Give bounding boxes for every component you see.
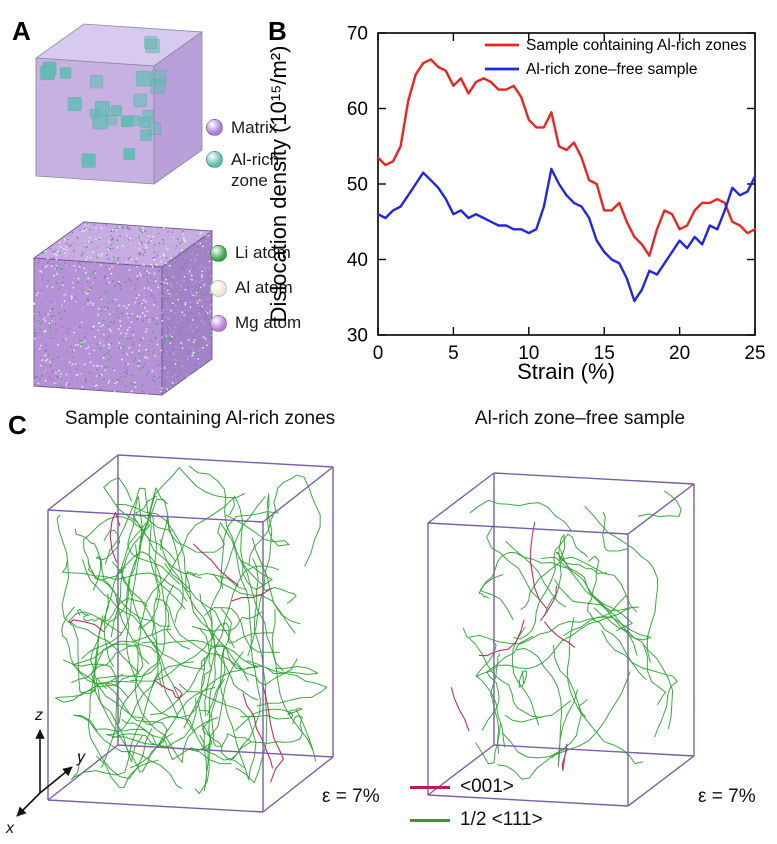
matrix-sphere-icon bbox=[206, 119, 223, 136]
svg-text:30: 30 bbox=[347, 326, 368, 347]
legend-item-mg-atom: Mg atom bbox=[210, 313, 301, 333]
legend-item-al-atom: Al atom bbox=[210, 278, 301, 298]
svg-text:20: 20 bbox=[669, 343, 690, 364]
svg-text:0: 0 bbox=[373, 343, 384, 364]
x-axis-label: x bbox=[5, 820, 15, 837]
panel-b-label: B bbox=[268, 16, 287, 46]
matrix-sample-cube-graphic bbox=[34, 23, 204, 185]
legend-item-matrix: Matrix bbox=[206, 118, 293, 138]
dislocation-density-chart: Strain (%) Dislocation density (10¹⁵/m²)… bbox=[266, 24, 766, 385]
svg-text:25: 25 bbox=[744, 343, 765, 364]
atom-legend: Li atom Al atom Mg atom bbox=[210, 243, 301, 348]
panel-c-label: C bbox=[8, 410, 27, 440]
svg-text:50: 50 bbox=[347, 175, 368, 196]
left-strain-label: ε = 7% bbox=[322, 786, 380, 807]
al-atom-sphere-icon bbox=[210, 280, 227, 297]
x-axis-arrow bbox=[16, 792, 41, 817]
dislocation-type-legend: <001> 1/2 <111> bbox=[410, 776, 543, 842]
al-atom-label: Al atom bbox=[235, 278, 293, 297]
svg-text:40: 40 bbox=[347, 250, 368, 271]
axis-triad: z y x bbox=[5, 707, 86, 837]
half-111-line-icon bbox=[410, 818, 450, 822]
y-axis-label: y bbox=[76, 749, 86, 766]
mg-atom-sphere-icon bbox=[210, 315, 227, 332]
mg-atom-label: Mg atom bbox=[235, 313, 302, 332]
right-strain-label: ε = 7% bbox=[698, 786, 756, 807]
legend-item-half-111: 1/2 <111> bbox=[410, 809, 543, 831]
li-atom-label: Li atom bbox=[235, 243, 291, 262]
alrich-zone-label: Al-rich zone bbox=[231, 150, 280, 190]
001-label: <001> bbox=[460, 776, 514, 797]
half-111-label: 1/2 <111> bbox=[460, 809, 543, 830]
legend-item-001: <001> bbox=[410, 776, 543, 798]
legend-item-li-atom: Li atom bbox=[210, 243, 301, 263]
dislocation-structure-boxes-graphic bbox=[47, 454, 695, 813]
legend-series-2-label: Al-rich zone–free sample bbox=[526, 61, 697, 78]
li-atom-sphere-icon bbox=[210, 245, 227, 262]
svg-text:15: 15 bbox=[594, 343, 615, 364]
svg-text:70: 70 bbox=[347, 24, 368, 45]
001-line-icon bbox=[410, 785, 450, 789]
svg-text:10: 10 bbox=[518, 343, 539, 364]
matrix-label: Matrix bbox=[231, 118, 278, 137]
panel-c-right-title: Al-rich zone–free sample bbox=[474, 408, 686, 429]
svg-text:60: 60 bbox=[347, 99, 368, 120]
legend-series-1-label: Sample containing Al-rich zones bbox=[526, 37, 747, 54]
x-axis-title: Strain (%) bbox=[517, 359, 615, 384]
y-axis-title: Dislocation density (10¹⁵/m²) bbox=[266, 46, 291, 323]
panel-a-label: A bbox=[12, 16, 31, 46]
matrix-legend: Matrix Al-rich zone bbox=[206, 118, 293, 203]
alrich-zone-sphere-icon bbox=[206, 151, 223, 169]
y-axis-arrow bbox=[39, 766, 73, 794]
svg-text:5: 5 bbox=[448, 343, 459, 364]
solid-solution-cube-graphic bbox=[32, 221, 214, 396]
legend-item-alrich-zone: Al-rich zone bbox=[206, 150, 293, 191]
panel-c-left-title: Sample containing Al-rich zones bbox=[64, 408, 336, 429]
z-axis-label: z bbox=[34, 707, 43, 724]
